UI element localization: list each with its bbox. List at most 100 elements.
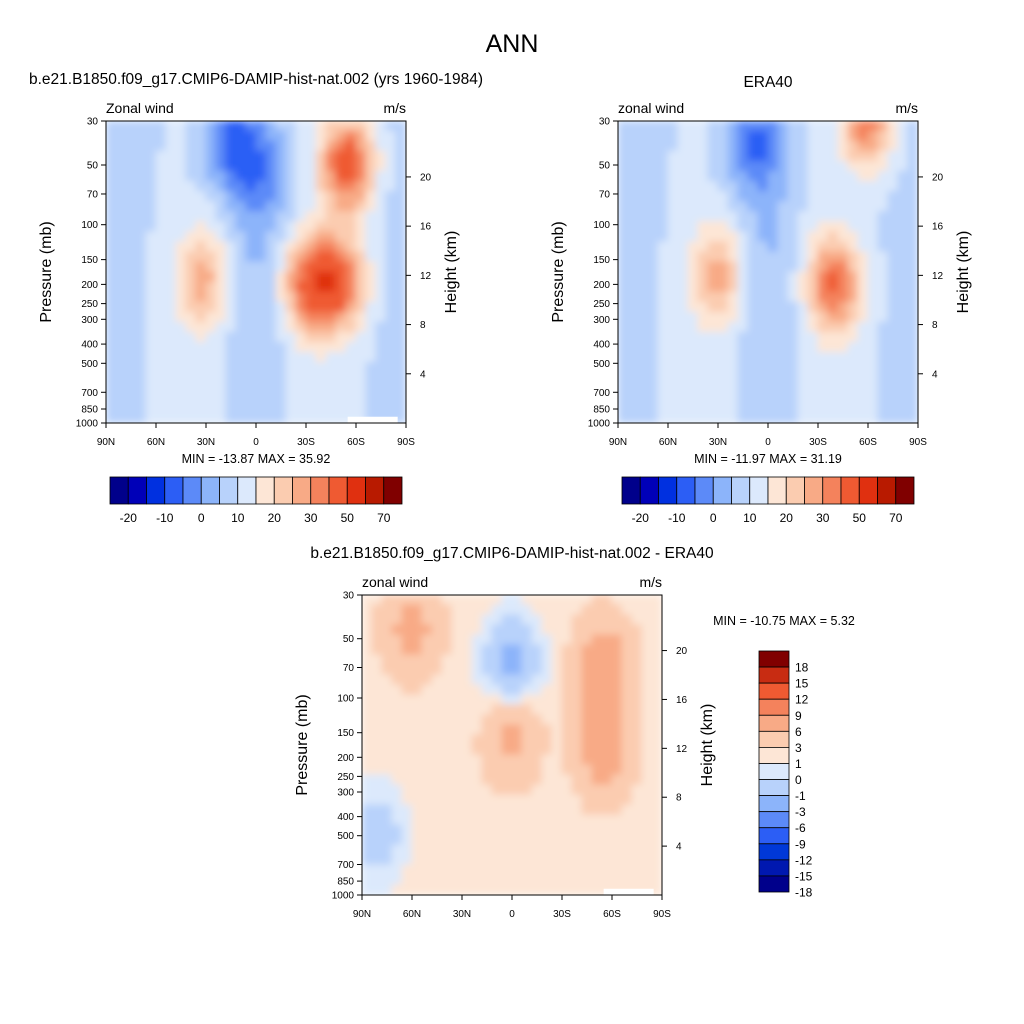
field-cell [677, 281, 689, 293]
field-cell [391, 664, 403, 676]
field-cell [561, 824, 573, 836]
field-cell [205, 271, 217, 283]
field-cell [245, 221, 257, 233]
field-cell [511, 854, 523, 866]
field-cell [255, 362, 267, 374]
field-cell [601, 754, 613, 766]
field-cell [541, 664, 553, 676]
field-cell [647, 331, 659, 343]
field-cell [175, 140, 187, 152]
field-cell [185, 251, 197, 263]
field-cell [401, 874, 413, 886]
field-cell [767, 150, 779, 162]
field-cell [727, 170, 739, 182]
field-cell [175, 372, 187, 384]
field-cell [651, 684, 662, 696]
field-cell [175, 402, 187, 414]
field-cell [611, 784, 623, 796]
field-cell [205, 311, 217, 323]
field-cell [501, 634, 513, 646]
field-cell [737, 130, 749, 142]
field-cell [787, 392, 799, 404]
field-cell [511, 614, 523, 626]
field-cell [255, 261, 267, 273]
field-cell [747, 362, 759, 374]
field-cell [355, 261, 367, 273]
field-cell [275, 251, 287, 263]
field-cell [677, 180, 689, 192]
field-cell [385, 352, 397, 364]
field-cell [501, 644, 513, 656]
field-cell [125, 130, 137, 142]
field-cell [697, 281, 709, 293]
field-cell [651, 644, 662, 656]
field-cell [375, 362, 387, 374]
field-cell [275, 341, 287, 354]
field-cell [907, 291, 918, 303]
field-cell [787, 160, 799, 172]
field-cell [581, 644, 593, 656]
field-cell [215, 382, 227, 394]
field-cell [421, 624, 433, 636]
field-cell [345, 231, 357, 243]
field-cell [235, 140, 247, 152]
field-cell [451, 834, 463, 846]
field-cell [501, 595, 513, 606]
field-cell [215, 271, 227, 283]
field-cell [757, 251, 769, 263]
field-cell [145, 221, 157, 233]
field-cell [501, 824, 513, 836]
field-cell [601, 874, 613, 886]
field-cell [591, 724, 603, 736]
field-cell [501, 674, 513, 686]
field-cell [245, 190, 257, 203]
field-cell [345, 341, 357, 354]
field-cell [677, 382, 689, 394]
pressure-tick-label: 300 [337, 787, 354, 798]
field-cell [265, 160, 277, 172]
field-cell [145, 311, 157, 323]
field-cell [687, 402, 699, 414]
field-cell [611, 844, 623, 856]
field-cell [501, 764, 513, 776]
field-cell [697, 362, 709, 374]
colorbar-box [292, 476, 312, 505]
field-cell [571, 604, 583, 616]
field-cell [385, 311, 397, 323]
field-cell [245, 121, 257, 132]
field-cell [385, 140, 397, 152]
colorbar-label: 10 [743, 511, 757, 525]
field-cell [165, 362, 177, 374]
field-cell [135, 331, 147, 343]
field-cell [561, 734, 573, 746]
field-cell [285, 412, 297, 423]
height-tick-label: 16 [932, 222, 944, 233]
field-cell [641, 595, 653, 606]
pressure-tick-label: 30 [599, 117, 611, 128]
field-cell [345, 321, 357, 333]
field-cell [541, 684, 553, 696]
field-cell [395, 241, 406, 253]
field-cell [697, 140, 709, 152]
field-cell [541, 754, 553, 766]
latitude-tick-label: 60N [403, 909, 421, 920]
field-cell [541, 724, 553, 736]
field-cell [225, 211, 237, 223]
field-cell [637, 291, 649, 303]
field-cell [611, 654, 623, 666]
field-cell [381, 744, 393, 756]
field-cell [335, 140, 347, 152]
field-cell [481, 624, 493, 636]
field-cell [551, 744, 563, 756]
field-cell [391, 674, 403, 686]
field-cell [215, 321, 227, 333]
field-cell [687, 211, 699, 223]
field-cell [106, 160, 117, 172]
field-cell [571, 704, 583, 716]
field-cell [391, 714, 403, 726]
field-cell [481, 654, 493, 666]
field-cell [165, 140, 177, 152]
field-cell [717, 281, 729, 293]
field-cell [807, 221, 819, 233]
field-cell [115, 211, 127, 223]
